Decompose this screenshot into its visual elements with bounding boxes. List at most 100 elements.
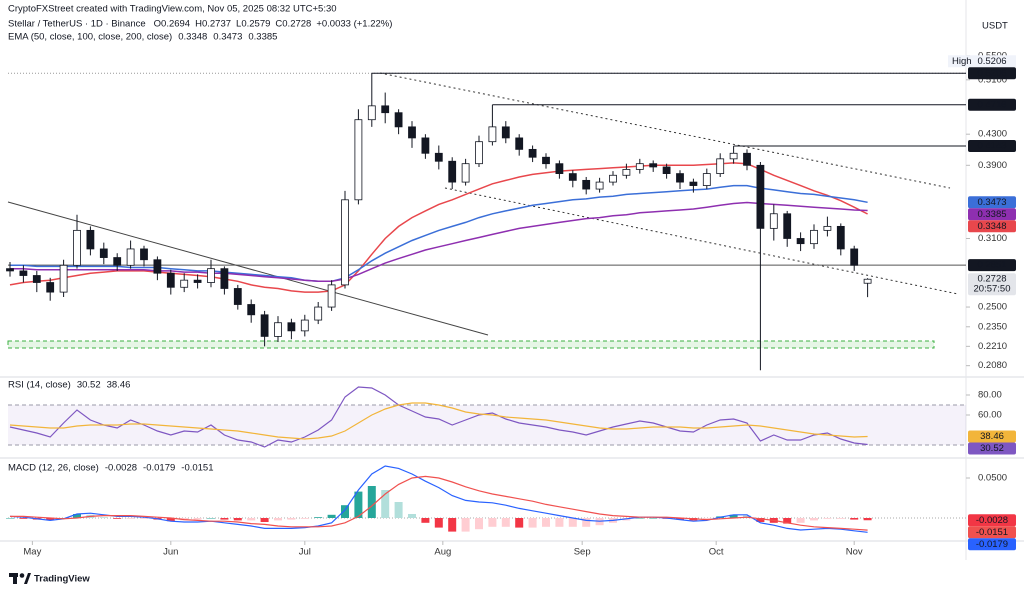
level-label-box (968, 259, 1016, 272)
x-tick-label: Nov (846, 547, 863, 558)
macd-price-label-text: -0.0028 (976, 515, 1008, 526)
macd-histogram-bar (193, 518, 202, 520)
level-label-text: 0.4143 (977, 141, 1006, 152)
candle-body (609, 174, 617, 183)
ema-line (9, 162, 868, 293)
candle-body (274, 322, 282, 337)
macd-histogram-bar (408, 514, 416, 518)
macd-histogram-bar (113, 518, 122, 519)
candle-body (73, 229, 81, 266)
macd-histogram-bar (582, 518, 591, 527)
macd-price-label-box (968, 526, 1016, 539)
rsi-price-label-text: 30.52 (980, 443, 1004, 454)
candle-body (99, 248, 108, 258)
candle-body (622, 169, 631, 176)
macd-title: MACD (12, 26, close) (8, 463, 99, 474)
level-label-box (968, 67, 1016, 80)
candle-body (689, 181, 698, 186)
candle-body (582, 179, 591, 190)
y-tick-label: 0.2080 (978, 360, 1007, 371)
high-value: 0.5206 (977, 56, 1006, 67)
candle-body (823, 225, 832, 231)
y-tick-label: 80.00 (978, 390, 1002, 401)
candle-body (796, 238, 805, 245)
macd-histogram-bar (676, 518, 684, 520)
trendline (7, 201, 489, 336)
ema-price-label-text: 0.3473 (977, 197, 1006, 208)
rsi-price-label: 38.46 (968, 430, 1016, 443)
rsi-title: RSI (14, close) (8, 380, 71, 391)
candle-body (421, 137, 430, 154)
level-label: 0.4716 (968, 98, 1016, 111)
macd-histogram-bar (501, 518, 510, 527)
level-label-text: 0.2851 (977, 260, 1006, 271)
macd-histogram-bar (6, 518, 14, 519)
macd-histogram-bar (341, 505, 349, 518)
macd-histogram-bar (649, 518, 658, 519)
macd-histogram-bar (300, 518, 309, 519)
macd-price-label: -0.0179 (968, 538, 1016, 551)
level-label: 0.5206 (968, 67, 1016, 80)
candle-body (220, 268, 229, 289)
macd-histogram-bar (260, 518, 269, 522)
candle-body (568, 173, 577, 181)
macd-histogram-bar (555, 518, 564, 527)
macd-price-label: -0.0151 (968, 526, 1016, 539)
ema-price-label-box (968, 208, 1016, 221)
ohlc-prefix: H (195, 19, 202, 30)
attribution: CryptoFXStreet created with TradingView.… (8, 4, 337, 15)
brand: TradingView (34, 574, 90, 585)
macd-histogram-bar (488, 518, 497, 527)
candle-body (743, 152, 751, 166)
candle-body (86, 229, 95, 250)
macd-histogram-bar (796, 518, 805, 523)
high-label: High (952, 56, 972, 67)
macd-histogram-bar (126, 518, 135, 519)
rsi-value: 38.46 (107, 380, 131, 391)
candle-body (180, 279, 189, 288)
macd-hist-value: -0.0028 (105, 463, 137, 474)
x-tick-label: Jul (299, 547, 311, 558)
y-tick-label: 60.00 (978, 410, 1002, 421)
candle-body (448, 160, 457, 183)
macd-histogram-bar (233, 518, 242, 521)
candle-body (367, 105, 376, 121)
candle-body (542, 156, 550, 165)
rsi-price-label-box (968, 442, 1016, 455)
candle-body (769, 213, 778, 229)
ema-price-label-box (968, 196, 1016, 209)
level-label-text: 0.5206 (977, 68, 1006, 79)
candle-body (287, 322, 296, 332)
rsi-price-label: 30.52 (968, 442, 1016, 455)
ohlc-prefix: L (236, 19, 241, 30)
macd-histogram-bar (756, 518, 765, 522)
macd-price-label-text: -0.0179 (976, 539, 1008, 550)
candle-body (207, 268, 215, 283)
currency-label: USDT (982, 21, 1008, 32)
macd-price-label-text: -0.0151 (976, 527, 1008, 538)
level-label-box (968, 140, 1016, 153)
level-label-text: 0.4716 (977, 99, 1006, 110)
macd-histogram-bar (836, 518, 845, 519)
macd-histogram-bar (542, 518, 550, 527)
macd-histogram-bar (354, 491, 363, 518)
candle-body (662, 166, 671, 174)
macd-price-label: -0.0028 (968, 514, 1016, 527)
level-label: 0.4143 (968, 140, 1016, 153)
candle-body (140, 248, 148, 261)
candle-body (166, 272, 175, 288)
candle-body (341, 199, 349, 286)
ema-price-label: 0.3385 (968, 208, 1016, 221)
candle-body (475, 141, 483, 165)
macd-histogram-bar (287, 518, 296, 520)
macd-histogram-bar (783, 518, 792, 524)
candle-body (836, 225, 845, 250)
macd-histogram-bar (568, 518, 577, 527)
macd-histogram-bar (635, 518, 644, 519)
macd-histogram-bar (207, 518, 215, 519)
ema-price-label: 0.3348 (968, 220, 1016, 233)
macd-histogram-bar (823, 518, 832, 519)
channel-upper (379, 72, 951, 189)
